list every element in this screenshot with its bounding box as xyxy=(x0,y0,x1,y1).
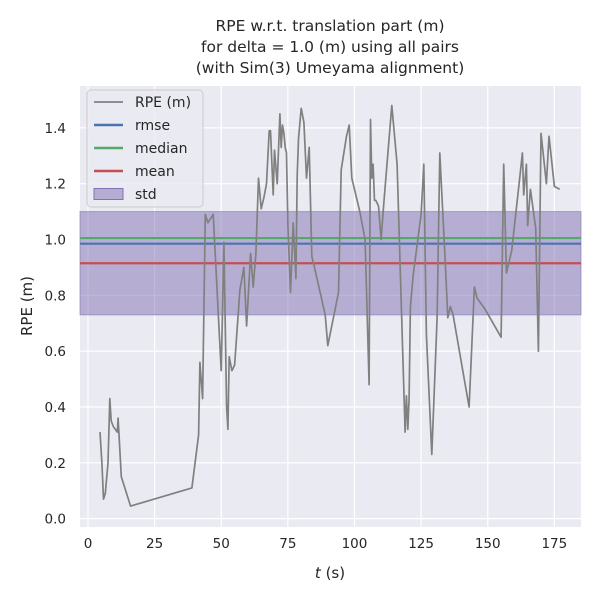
y-axis-label: RPE (m) xyxy=(18,276,36,336)
y-tick-label: 1.4 xyxy=(45,121,66,137)
x-axis-unit: (s) xyxy=(321,564,345,582)
x-tick-label: 125 xyxy=(408,536,434,552)
x-tick-label: 175 xyxy=(541,536,567,552)
legend-swatch-std xyxy=(93,188,124,200)
title-line-1: RPE w.r.t. translation part (m) xyxy=(215,17,444,35)
x-tick-label: 50 xyxy=(213,536,230,552)
chart-title: RPE w.r.t. translation part (m) for delta… xyxy=(196,17,465,77)
legend-label: std xyxy=(135,187,157,203)
y-tick-label: 0.8 xyxy=(45,288,66,304)
x-tick-label: 25 xyxy=(146,536,163,552)
title-line-3: (with Sim(3) Umeyama alignment) xyxy=(196,59,465,77)
legend-label: median xyxy=(135,141,187,157)
legend-label: rmse xyxy=(135,118,170,134)
tick-labels: 0 25 50 75 100 125 150 175 0.0 0.2 0.4 0.6 0.8 1.0 1.2… xyxy=(45,121,568,552)
y-tick-label: 0.2 xyxy=(45,456,66,472)
y-tick-label: 0.6 xyxy=(45,344,66,360)
x-tick-label: 75 xyxy=(279,536,296,552)
x-axis-variable: t xyxy=(315,564,322,582)
y-tick-label: 0.4 xyxy=(45,400,66,416)
y-tick-label: 1.2 xyxy=(45,177,66,193)
title-line-2: for delta = 1.0 (m) using all pairs xyxy=(201,38,459,56)
rpe-series-line xyxy=(99,104,561,507)
x-tick-label: 100 xyxy=(342,536,368,552)
legend-label: mean xyxy=(135,164,175,180)
y-tick-label: 1.0 xyxy=(45,233,66,249)
legend-frame xyxy=(86,89,204,208)
x-tick-label: 0 xyxy=(84,536,93,552)
statistics-overlay xyxy=(79,211,582,316)
x-tick-label: 150 xyxy=(475,536,501,552)
x-axis-label: t (s) xyxy=(315,564,345,582)
legend-label: RPE (m) xyxy=(135,95,191,111)
y-tick-label: 0.0 xyxy=(45,512,66,528)
series-layer xyxy=(99,104,561,507)
legend: RPE (m) rmse median mean std xyxy=(86,89,204,208)
